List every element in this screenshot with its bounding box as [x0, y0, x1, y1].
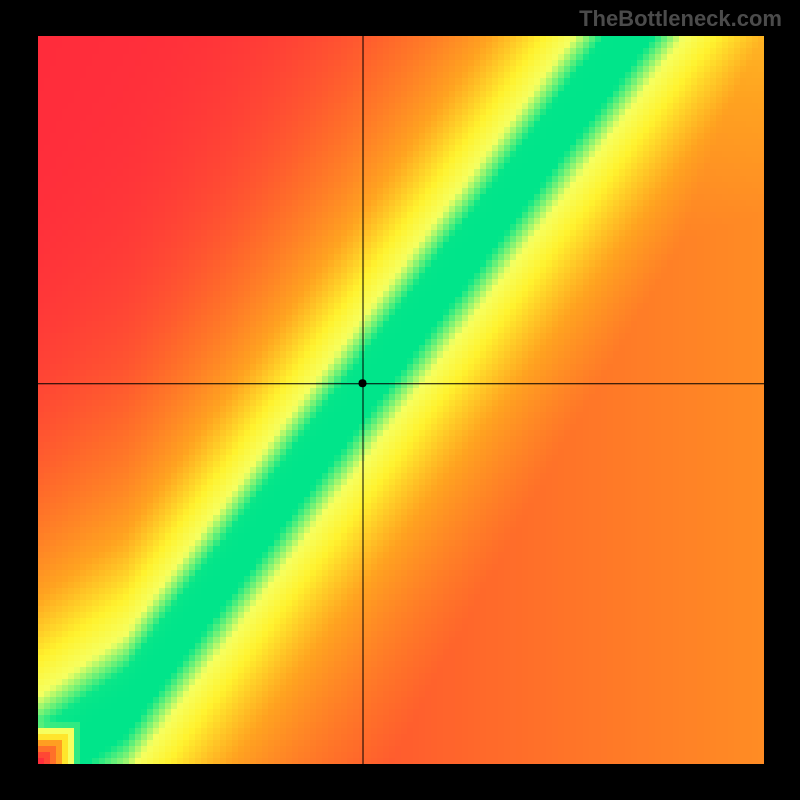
- chart-container: TheBottleneck.com: [0, 0, 800, 800]
- watermark-text: TheBottleneck.com: [579, 6, 782, 32]
- bottleneck-heatmap: [0, 0, 800, 800]
